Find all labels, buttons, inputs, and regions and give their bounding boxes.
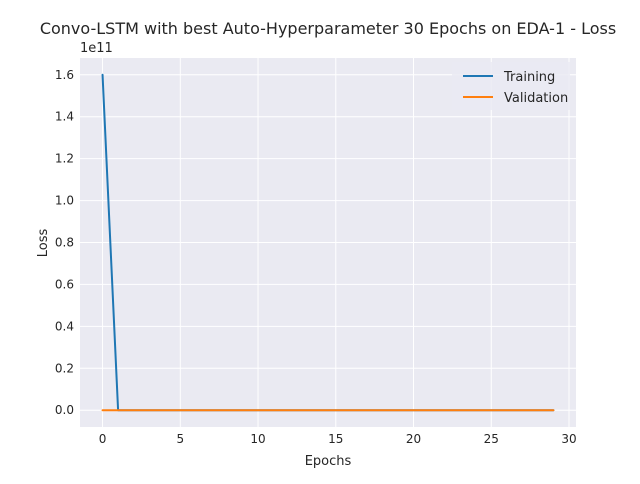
y-tick-label: 0.8	[55, 236, 74, 250]
x-tick-label: 30	[561, 432, 576, 446]
chart-title: Convo-LSTM with best Auto-Hyperparameter…	[40, 19, 616, 38]
x-tick-label: 0	[99, 432, 107, 446]
y-axis-ticks: 0.0 0.2 0.4 0.6 0.8 1.0 1.2 1.4 1.6	[55, 68, 74, 417]
y-tick-label: 1.0	[55, 194, 74, 208]
legend: Training Validation	[452, 62, 570, 110]
y-tick-label: 0.6	[55, 277, 74, 291]
y-tick-label: 1.4	[55, 110, 74, 124]
y-tick-label: 0.2	[55, 361, 74, 375]
y-tick-label: 1.2	[55, 152, 74, 166]
x-axis-ticks: 0 5 10 15 20 25 30	[99, 432, 577, 446]
series-lines	[101, 73, 555, 412]
x-tick-label: 10	[250, 432, 265, 446]
legend-background	[452, 62, 570, 110]
y-tick-label: 0.4	[55, 319, 74, 333]
x-tick-label: 15	[328, 432, 343, 446]
y-axis-offset-label: 1e11	[80, 41, 113, 56]
x-tick-label: 25	[484, 432, 499, 446]
legend-label-validation: Validation	[504, 91, 568, 106]
x-tick-label: 20	[406, 432, 421, 446]
y-tick-label: 1.6	[55, 68, 74, 82]
x-axis-label: Epochs	[305, 454, 352, 469]
legend-label-training: Training	[503, 70, 555, 85]
x-tick-label: 5	[176, 432, 184, 446]
y-tick-label: 0.0	[55, 403, 74, 417]
y-axis-label: Loss	[36, 229, 51, 258]
